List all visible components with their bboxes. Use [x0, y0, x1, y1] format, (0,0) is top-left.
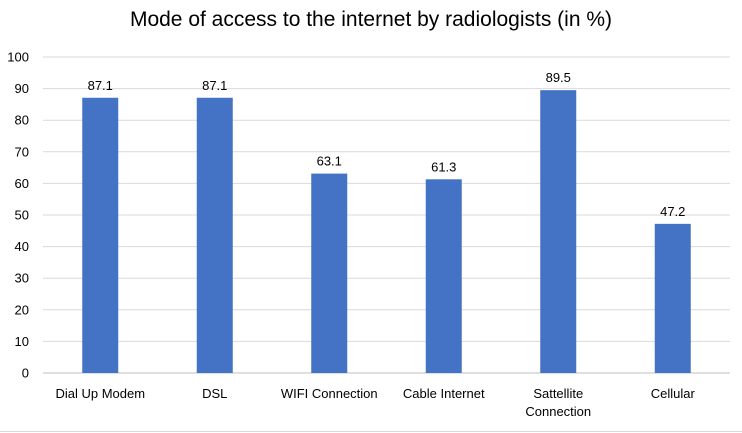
y-tick-label: 30	[15, 271, 29, 286]
y-tick-label: 90	[15, 81, 29, 96]
y-tick-label: 50	[15, 208, 29, 223]
bar	[654, 223, 691, 373]
x-category-label: WIFI Connection	[281, 386, 378, 401]
x-category-label: Sattellite	[533, 386, 583, 401]
bar	[425, 179, 462, 373]
bar	[540, 90, 577, 374]
bar	[196, 97, 233, 373]
data-label: 63.1	[317, 154, 342, 169]
y-tick-label: 60	[15, 176, 29, 191]
data-label: 87.1	[202, 78, 227, 93]
chart-title: Mode of access to the internet by radiol…	[129, 8, 613, 31]
x-category-label: Cellular	[651, 386, 696, 401]
x-category-label: DSL	[202, 386, 227, 401]
bar	[82, 97, 119, 373]
x-category-label: Dial Up Modem	[55, 386, 145, 401]
y-tick-label: 70	[15, 144, 29, 159]
y-tick-label: 0	[22, 366, 29, 381]
data-label: 47.2	[660, 204, 685, 219]
y-tick-label: 20	[15, 302, 29, 317]
y-tick-label: 40	[15, 239, 29, 254]
x-category-label: Cable Internet	[403, 386, 485, 401]
y-tick-label: 80	[15, 113, 29, 128]
bar	[311, 173, 348, 373]
x-category-label: Connection	[525, 404, 591, 419]
y-tick-label: 100	[7, 50, 29, 65]
data-label: 89.5	[546, 70, 571, 85]
data-label: 87.1	[88, 78, 113, 93]
data-label: 61.3	[431, 159, 456, 174]
y-tick-label: 10	[15, 334, 29, 349]
